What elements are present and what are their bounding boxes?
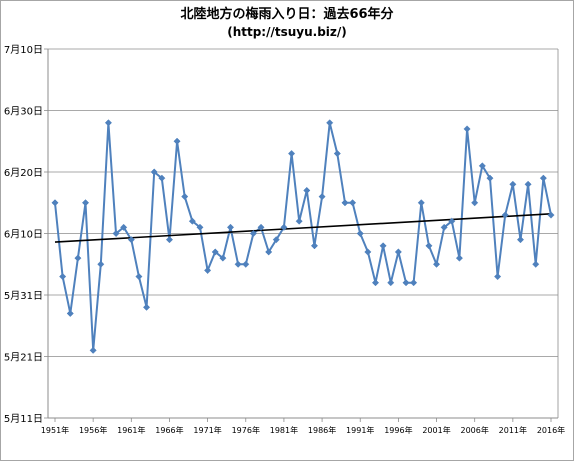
data-point-marker [288,149,296,158]
data-point-marker [478,162,486,170]
data-point-marker [226,223,235,231]
data-point-marker [371,279,380,287]
data-point-marker [455,254,463,262]
data-point-marker [318,193,326,201]
data-point-marker [501,211,509,219]
data-point-marker [448,217,456,225]
data-point-marker [417,199,425,207]
data-point-marker [165,236,174,244]
data-point-marker [135,272,143,281]
data-point-marker [158,174,166,182]
data-point-marker [204,266,212,274]
data-point-marker [486,174,494,182]
data-point-marker [272,236,280,244]
x-tick-label: 1966年 [155,425,183,435]
x-tick-label: 1986年 [308,425,336,435]
x-tick-label: 1976年 [232,425,260,435]
data-point-marker [59,272,67,281]
data-point-marker [379,242,387,250]
data-point-marker [349,199,357,207]
y-tick-label: 6月30日 [4,106,43,118]
data-point-marker [257,223,265,231]
data-point-marker [173,137,181,145]
y-tick-label: 6月10日 [4,229,43,241]
y-tick-label: 5月11日 [4,413,43,425]
data-point-marker [112,229,120,238]
data-point-marker [181,193,189,201]
data-point-marker [249,229,257,238]
y-tick-label: 6月20日 [4,167,43,179]
data-point-marker [219,254,227,262]
x-tick-label: 2006年 [461,425,489,435]
data-point-marker [74,254,82,262]
chart-title: 北陸地方の梅雨入り日：過去66年分 [180,7,394,22]
data-point-marker [402,279,410,287]
x-tick-label: 2001年 [422,425,450,435]
chart-subtitle: (http://tsuyu.biz/) [227,25,347,39]
data-point-marker [387,279,395,287]
data-point-marker [532,260,540,268]
y-tick-label: 5月21日 [4,352,43,364]
x-tick-label: 1951年 [41,425,69,435]
data-point-marker [211,248,219,256]
x-tick-label: 1996年 [384,425,412,435]
data-point-marker [295,217,303,225]
data-point-marker [394,248,402,256]
x-tick-label: 2011年 [499,425,527,435]
data-point-marker [234,260,242,268]
data-point-marker [440,223,448,231]
data-point-marker [242,260,250,268]
x-tick-label: 1991年 [346,425,374,435]
data-point-marker [547,211,555,219]
data-point-marker [471,199,479,207]
data-point-marker [265,248,273,256]
data-point-marker [410,279,418,287]
data-point-marker [524,180,532,188]
data-point-marker [66,309,74,318]
x-tick-label: 2016年 [537,425,565,435]
data-point-marker [120,223,128,231]
data-point-marker [516,236,525,244]
x-tick-label: 1961年 [117,425,145,435]
data-point-marker [127,236,135,244]
data-point-marker [539,174,547,182]
data-point-marker [81,199,90,207]
data-point-marker [280,223,288,231]
data-point-marker [432,260,441,268]
data-point-marker [310,242,318,250]
data-point-marker [143,303,151,311]
x-tick-label: 1956年 [79,425,107,435]
data-point-marker [463,125,471,133]
data-point-marker [509,180,517,188]
data-point-marker [326,119,334,127]
data-point-marker [51,199,59,207]
data-point-marker [356,229,364,238]
y-tick-label: 5月31日 [4,290,43,302]
data-point-marker [97,260,105,268]
data-point-marker [425,242,433,250]
x-tick-label: 1981年 [270,425,298,435]
trend-line [54,213,552,243]
data-point-marker [188,217,196,225]
data-point-marker [104,119,112,127]
data-point-marker [364,248,372,256]
x-tick-label: 1971年 [193,425,221,435]
data-point-marker [333,149,341,158]
data-point-marker [150,168,158,176]
data-point-marker [196,223,204,231]
data-point-marker [341,199,349,207]
data-point-marker [89,346,97,354]
data-point-marker [303,186,311,195]
data-point-marker [494,272,502,281]
series-line [54,122,552,351]
y-tick-label: 7月10日 [4,44,43,56]
